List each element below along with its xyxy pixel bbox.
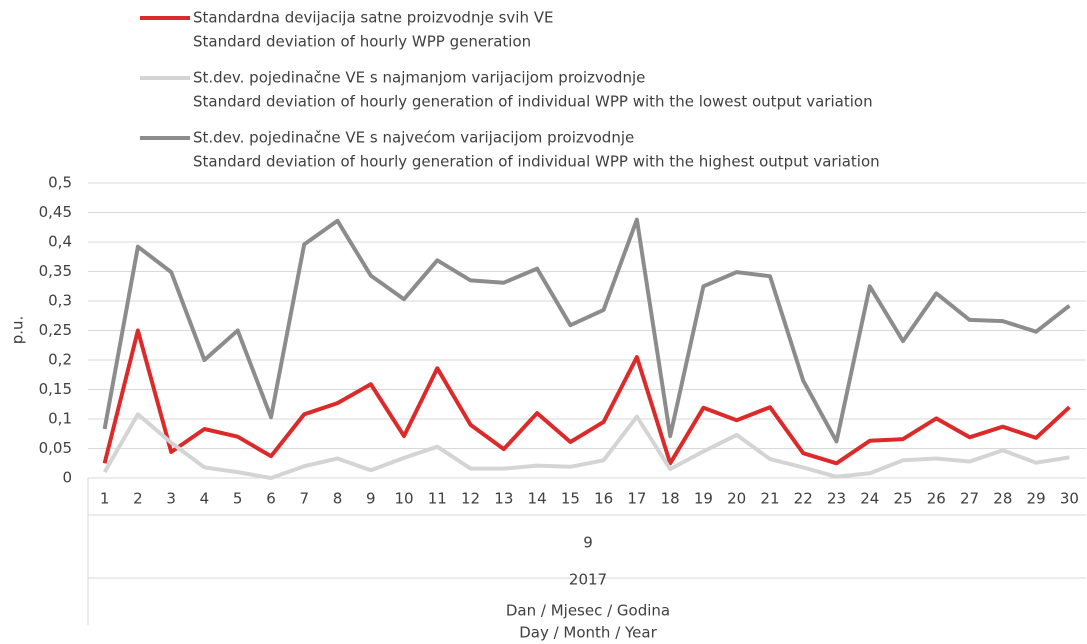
x-tick-label: 22 xyxy=(794,490,813,508)
y-tick-label: 0,45 xyxy=(39,203,72,221)
x-tick-label: 13 xyxy=(494,490,513,508)
y-axis-label: p.u. xyxy=(9,316,27,345)
y-tick-label: 0,05 xyxy=(39,439,72,457)
x-tick-label: 19 xyxy=(694,490,713,508)
y-tick-label: 0,25 xyxy=(39,321,72,339)
y-tick-label: 0,1 xyxy=(48,410,72,428)
y-tick-label: 0,15 xyxy=(39,380,72,398)
x-tick-label: 20 xyxy=(727,490,746,508)
x-tick-label: 11 xyxy=(428,490,447,508)
x-tick-label: 23 xyxy=(827,490,846,508)
year-label: 2017 xyxy=(569,571,607,589)
x-tick-label: 6 xyxy=(266,490,276,508)
x-tick-label: 26 xyxy=(927,490,946,508)
x-tick-label: 1 xyxy=(100,490,110,508)
x-tick-label: 4 xyxy=(200,490,210,508)
x-tick-label: 17 xyxy=(627,490,646,508)
x-tick-label: 9 xyxy=(366,490,376,508)
x-tick-label: 27 xyxy=(960,490,979,508)
x-tick-label: 18 xyxy=(661,490,680,508)
legend-label: Standardna devijacija satne proizvodnje … xyxy=(193,9,554,27)
y-tick-label: 0 xyxy=(62,469,72,487)
x-tick-label: 7 xyxy=(299,490,309,508)
legend-label: Standard deviation of hourly generation … xyxy=(193,93,873,111)
x-tick-label: 2 xyxy=(133,490,143,508)
y-tick-label: 0,5 xyxy=(48,174,72,192)
series-line xyxy=(102,328,1071,466)
x-tick-label: 28 xyxy=(993,490,1012,508)
x-axis-label: Day / Month / Year xyxy=(519,624,657,642)
y-tick-label: 0,2 xyxy=(48,351,72,369)
y-tick-label: 0,35 xyxy=(39,262,72,280)
x-tick-label: 8 xyxy=(333,490,343,508)
y-tick-label: 0,4 xyxy=(48,233,72,251)
month-label: 9 xyxy=(583,534,593,552)
x-tick-label: 5 xyxy=(233,490,243,508)
x-tick-label: 10 xyxy=(394,490,413,508)
legend-label: St.dev. pojedinačne VE s najvećom varija… xyxy=(193,129,634,147)
x-tick-label: 24 xyxy=(860,490,879,508)
y-tick-label: 0,3 xyxy=(48,292,72,310)
legend-label: Standard deviation of hourly generation … xyxy=(193,153,880,171)
x-axis-label: Dan / Mjesec / Godina xyxy=(506,602,670,620)
x-tick-label: 25 xyxy=(893,490,912,508)
series-line xyxy=(102,217,1071,444)
x-tick-label: 15 xyxy=(561,490,580,508)
legend-label: Standard deviation of hourly WPP generat… xyxy=(193,33,531,51)
x-tick-label: 29 xyxy=(1027,490,1046,508)
x-tick-label: 14 xyxy=(528,490,547,508)
legend-label: St.dev. pojedinačne VE s najmanjom varij… xyxy=(193,69,645,87)
x-tick-label: 21 xyxy=(760,490,779,508)
x-tick-label: 12 xyxy=(461,490,480,508)
x-tick-label: 30 xyxy=(1060,490,1079,508)
series-line xyxy=(102,412,1070,480)
x-tick-label: 16 xyxy=(594,490,613,508)
x-tick-label: 3 xyxy=(166,490,176,508)
